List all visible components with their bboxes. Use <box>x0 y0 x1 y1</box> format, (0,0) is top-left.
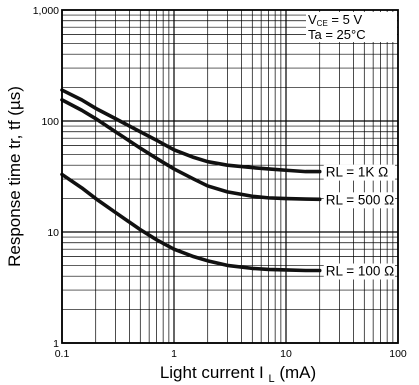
condition-background <box>306 12 397 27</box>
y-tick-label: 1 <box>53 338 59 350</box>
condition-background <box>306 27 397 42</box>
series-label-background <box>323 192 395 209</box>
x-axis-label-subscript: L <box>269 373 275 385</box>
x-tick-label: 10 <box>280 348 292 360</box>
condition-text: Ta = 25°C <box>308 27 366 42</box>
series-line <box>60 98 322 202</box>
x-tick-label: 1 <box>171 348 177 360</box>
x-axis-label: Light current I L (mA) <box>160 363 316 385</box>
y-tick-label: 100 <box>41 116 59 128</box>
x-tick-label: 100 <box>389 348 407 360</box>
condition-text: VCE = 5 V <box>308 12 362 28</box>
x-axis-label-unit: (mA) <box>279 363 316 382</box>
plot-frame <box>61 9 399 344</box>
x-tick-label: 0.1 <box>55 348 70 360</box>
y-tick-label: 1,000 <box>33 5 59 17</box>
series-label-background <box>323 263 395 280</box>
series-label: RL = 500 Ω <box>326 192 395 207</box>
series-line <box>60 172 322 273</box>
series-labels: RL = 1K Ω RL = 500 Ω RL = 100 Ω <box>323 164 395 280</box>
series-label: RL = 100 Ω <box>326 263 395 278</box>
y-tick-label: 10 <box>47 227 59 239</box>
series-label-background <box>323 164 395 181</box>
series-label: RL = 1K Ω <box>326 165 389 180</box>
x-axis-label-main: Light current I <box>160 363 264 382</box>
y-axis-label: Response time tr, tf (µs) <box>5 86 24 267</box>
conditions-block: VCE = 5 VTa = 25°C <box>306 12 397 42</box>
series-line <box>60 88 322 174</box>
curves <box>60 88 322 273</box>
